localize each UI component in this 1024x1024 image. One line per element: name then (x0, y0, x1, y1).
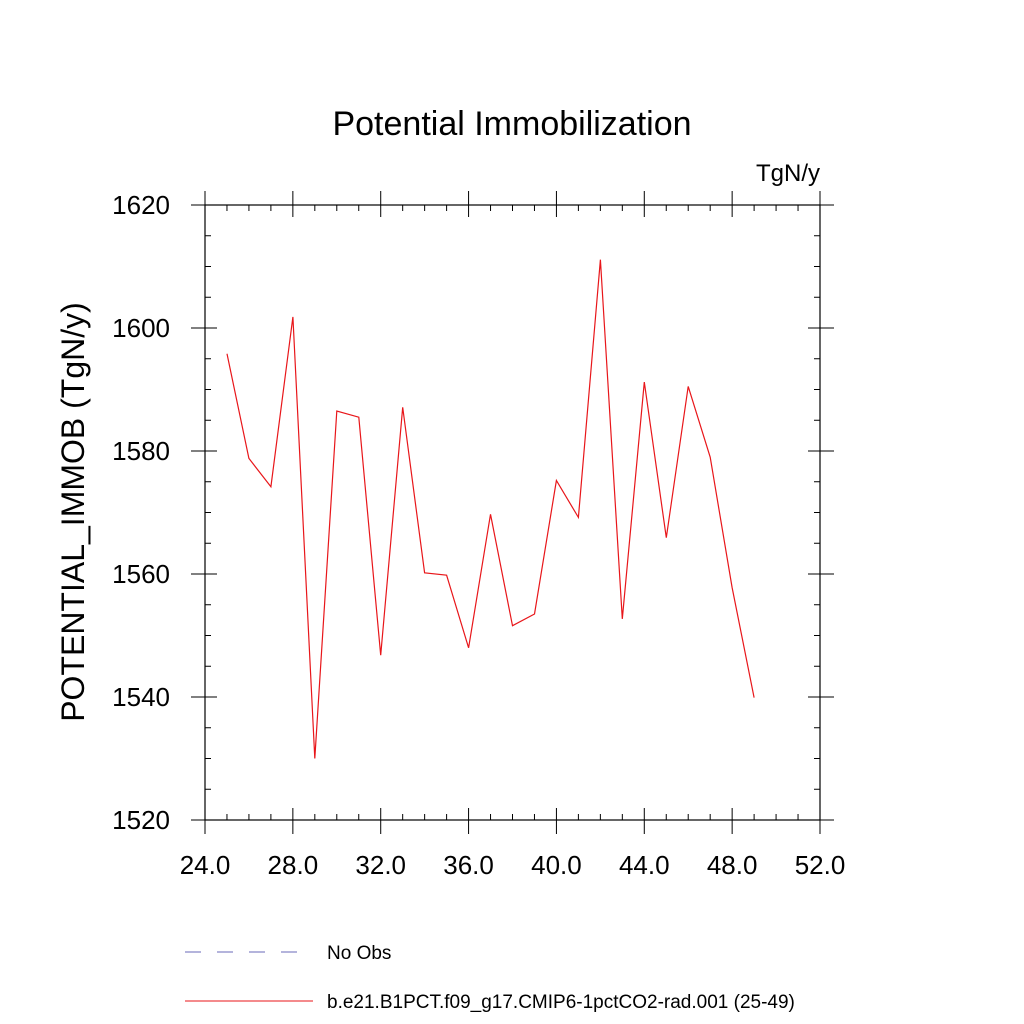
legend: No Obs b.e21.B1PCT.f09_g17.CMIP6-1pctCO2-… (185, 943, 795, 1013)
x-tick-label: 44.0 (619, 850, 670, 880)
legend-label: No Obs (327, 943, 391, 964)
y-tick-label: 1520 (112, 805, 170, 835)
chart-title: Potential Immobilization (332, 105, 691, 143)
y-ticks (191, 204, 834, 821)
x-tick-label: 24.0 (180, 850, 231, 880)
y-tick-labels: 1520 1540 1560 1580 1600 1620 (112, 190, 170, 835)
x-tick-labels: 24.0 28.0 32.0 36.0 40.0 44.0 48.0 52.0 (180, 850, 846, 880)
legend-label: b.e21.B1PCT.f09_g17.CMIP6-1pctCO2-rad.00… (327, 992, 795, 1013)
x-ticks (204, 191, 821, 834)
x-tick-label: 32.0 (355, 850, 406, 880)
x-tick-label: 28.0 (268, 850, 319, 880)
x-tick-label: 36.0 (443, 850, 494, 880)
units-label: TgN/y (756, 160, 820, 187)
y-tick-label: 1600 (112, 313, 170, 343)
y-axis-label: POTENTIAL_IMMOB (TgN/y) (55, 302, 91, 722)
y-tick-label: 1580 (112, 436, 170, 466)
y-tick-label: 1560 (112, 559, 170, 589)
x-tick-label: 48.0 (707, 850, 758, 880)
x-tick-label: 40.0 (531, 850, 582, 880)
plot-frame (204, 204, 821, 821)
series-line (226, 259, 755, 759)
series-lines (226, 259, 755, 759)
x-tick-label: 52.0 (795, 850, 846, 880)
y-tick-label: 1540 (112, 682, 170, 712)
y-tick-label: 1620 (112, 190, 170, 220)
